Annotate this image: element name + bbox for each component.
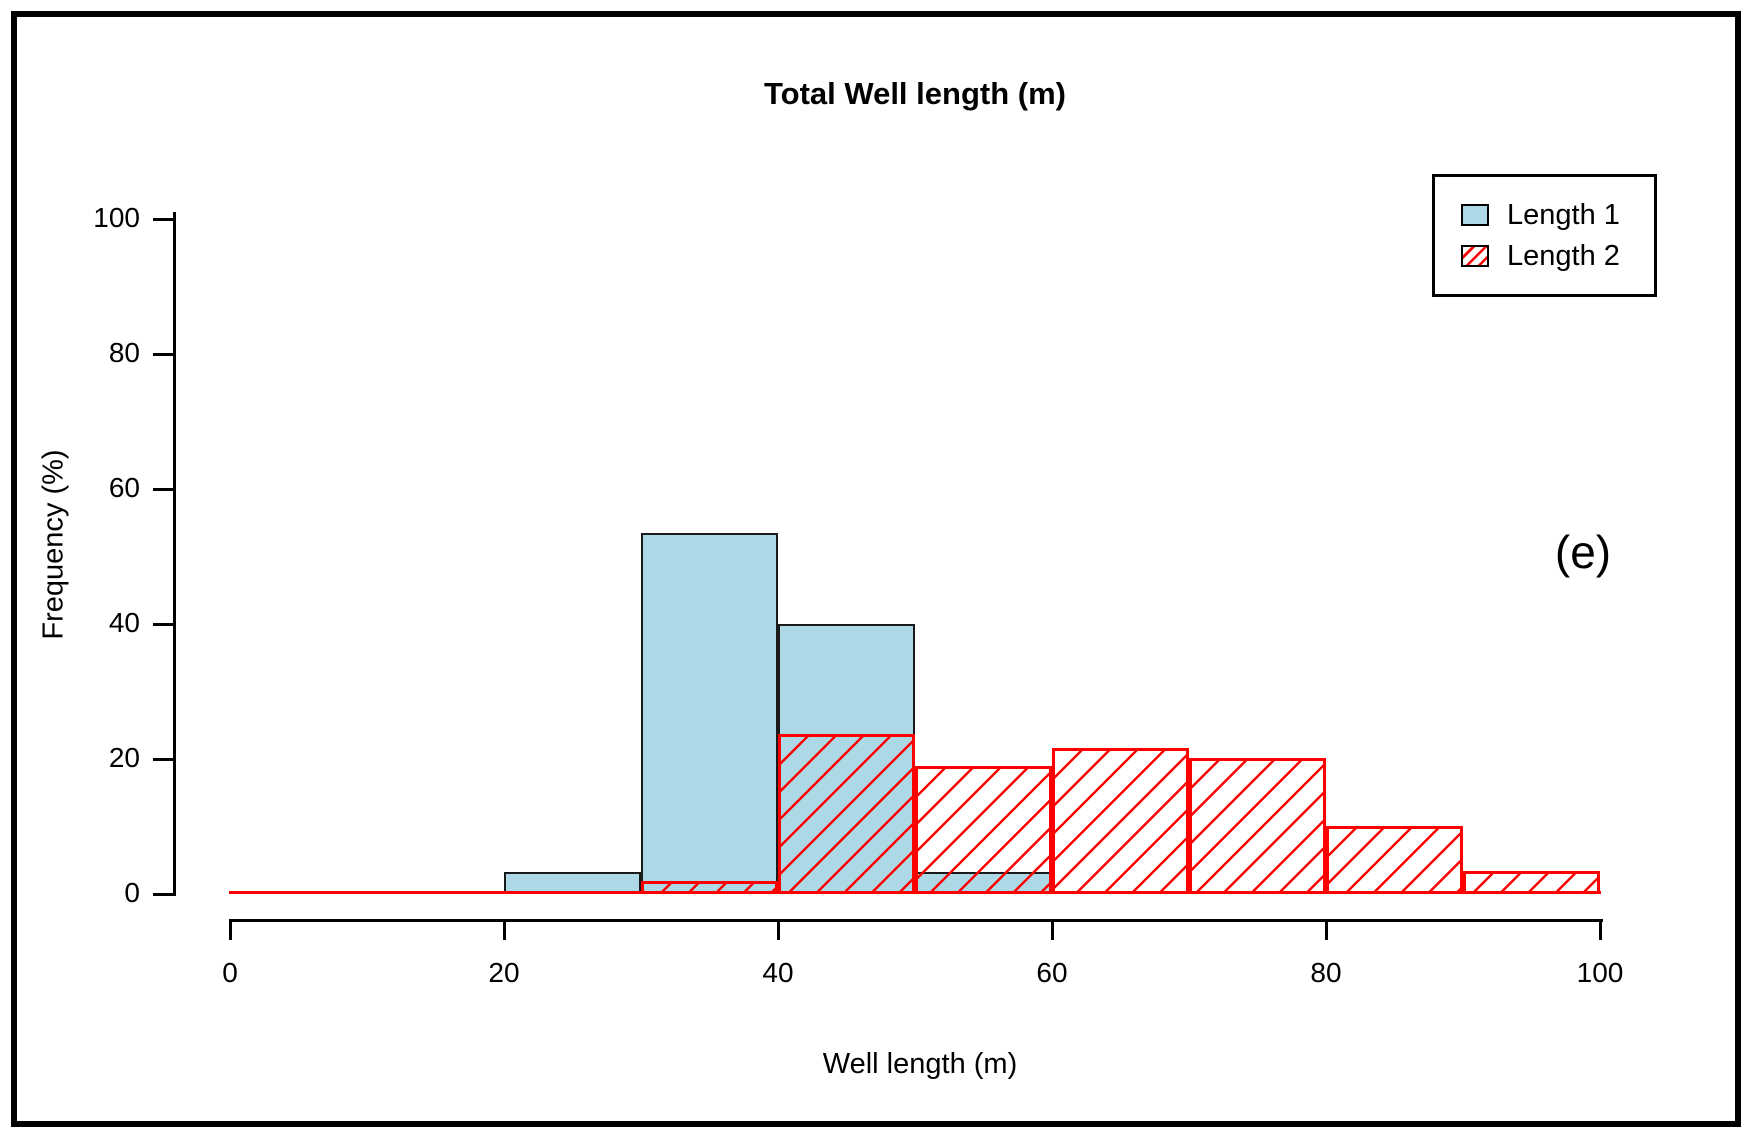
x-axis-tick bbox=[228, 919, 232, 940]
x-axis-line bbox=[229, 919, 1603, 922]
legend-item-length1: Length 1 bbox=[1461, 199, 1654, 232]
histogram-bar-length2-70-80 bbox=[1189, 757, 1326, 894]
y-axis-tick bbox=[153, 487, 174, 491]
x-tick-label: 60 bbox=[1036, 957, 1068, 988]
legend-item-length2: Length 2 bbox=[1461, 240, 1654, 273]
x-axis-tick bbox=[1324, 919, 1328, 940]
y-axis-tick bbox=[153, 757, 174, 761]
y-axis-title: Frequency (%) bbox=[37, 449, 70, 640]
legend-swatch-hatched-red bbox=[1461, 245, 1489, 267]
histogram-bar-length2-80-90 bbox=[1326, 825, 1463, 894]
histogram-bar-length2-30-40 bbox=[641, 881, 778, 894]
x-tick-label: 100 bbox=[1576, 957, 1624, 988]
x-axis-tick bbox=[776, 919, 780, 940]
histogram-bar-length2-50-60 bbox=[915, 765, 1052, 894]
histogram-bar-length2-40-50 bbox=[778, 734, 915, 894]
x-tick-label: 0 bbox=[222, 957, 238, 988]
y-tick-label: 60 bbox=[108, 472, 140, 503]
x-axis-title: Well length (m) bbox=[822, 1048, 1018, 1080]
histogram-bar-length1-30-40 bbox=[641, 532, 778, 894]
y-axis-line bbox=[173, 212, 176, 896]
x-axis-tick bbox=[502, 919, 506, 940]
legend-label: Length 2 bbox=[1507, 239, 1620, 272]
legend-label: Length 1 bbox=[1507, 198, 1620, 231]
x-axis-tick bbox=[1598, 919, 1602, 940]
legend-swatch-solid-blue bbox=[1461, 204, 1489, 226]
x-tick-label: 80 bbox=[1310, 957, 1342, 988]
histogram-bar-length2-90-100 bbox=[1463, 871, 1600, 894]
x-axis-tick bbox=[1050, 919, 1054, 940]
y-tick-label: 100 bbox=[93, 202, 140, 233]
y-axis-tick bbox=[153, 622, 174, 626]
y-tick-label: 40 bbox=[108, 607, 140, 638]
y-tick-label: 20 bbox=[108, 742, 140, 773]
chart-title: Total Well length (m) bbox=[764, 76, 1066, 111]
panel-label: (e) bbox=[1554, 526, 1612, 578]
y-axis-tick bbox=[153, 892, 174, 896]
x-tick-label: 40 bbox=[762, 957, 794, 988]
y-tick-label: 0 bbox=[124, 877, 140, 908]
figure-border bbox=[11, 11, 1741, 1127]
histogram-bar-length2-60-70 bbox=[1052, 747, 1189, 894]
x-tick-label: 20 bbox=[488, 957, 520, 988]
y-axis-tick bbox=[153, 217, 174, 221]
y-axis-tick bbox=[153, 352, 174, 356]
y-tick-label: 80 bbox=[108, 337, 140, 368]
legend: Length 1 Length 2 bbox=[1432, 174, 1657, 297]
